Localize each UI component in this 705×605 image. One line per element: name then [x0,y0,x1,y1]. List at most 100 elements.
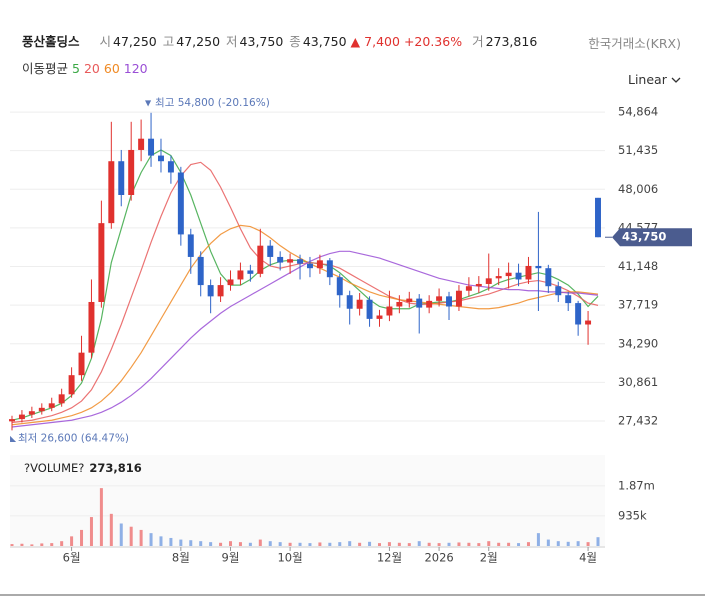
volume-bar [318,542,322,546]
volume-bar [60,541,64,546]
candle-body [237,270,244,280]
candle-body [128,149,135,195]
high-annotation: 최고 54,800 (-20.16%) [155,97,270,109]
candle-body [58,394,65,404]
candle-body [227,279,234,286]
ma-legend-title: 이동평균 [22,61,69,76]
candle-body [38,407,45,412]
candle-body [28,411,35,415]
candle-body [217,285,224,297]
candle-body [78,352,85,376]
volume-bar [199,541,203,546]
y-tick-label: 48,006 [618,182,658,196]
change-value: 7,400 [364,34,400,49]
volume-bar [129,526,133,546]
quote-label: 저 [226,34,238,49]
candle-body [108,161,115,224]
candle-body [386,306,393,316]
volume-bar [477,543,481,546]
current-price-label: 43,750 [622,230,666,244]
current-price-tag [612,228,692,247]
candle-body [267,245,274,257]
candle-body [68,375,75,395]
volume-bar [159,536,163,546]
candle-body [138,138,145,150]
volume-bar [497,542,501,546]
volume-bar [169,537,173,546]
volume-panel [10,455,605,546]
volume-bar [80,529,84,546]
high-marker: ▼ [145,98,152,107]
volume-bar [229,541,233,546]
low-marker: ◣ [10,434,17,443]
candle-body [177,172,184,235]
volume-title-name: ?VOLUME? [24,461,84,475]
ma-legend-item: 60 [103,61,120,76]
volume-title-value: 273,816 [89,461,141,475]
candle-body [257,245,264,274]
candle-body [475,283,482,287]
candle-body [336,277,343,296]
quote-label: 종 [289,34,301,49]
volume-bar [119,523,123,546]
x-tick-label: 12월 [377,551,402,565]
volume-bar [10,544,14,546]
candle-body [565,295,572,304]
volume-bar [139,529,143,546]
candle-body [197,256,204,286]
candle-body [555,286,562,296]
volume-bar [278,542,282,546]
volume-bar [507,542,511,546]
candle-body [465,286,472,291]
volume-bar [179,539,183,546]
y-tick-label: 41,148 [618,259,658,273]
y-tick-label: 27,432 [618,413,658,427]
quote-label: 고 [162,34,175,49]
quote-value: 47,250 [113,34,157,49]
y-tick-label: 34,290 [618,336,658,350]
volume-bar [348,541,352,546]
volume-bar [30,544,34,546]
candle-body [9,419,15,422]
candle-body [575,303,582,325]
volume-bar [189,540,193,546]
ma-legend: 이동평균 5 20 60 120 [22,58,148,77]
candle-body [495,276,502,279]
ma-legend-item: 5 [72,61,80,76]
candle-body [585,320,592,325]
volume-bar [487,541,491,546]
x-tick-label: 9월 [222,551,240,565]
quote-value: 47,250 [176,34,221,49]
candle-body [535,265,542,269]
change-percent: +20.36% [403,34,463,49]
candle-body [326,260,333,278]
x-tick-label: 8월 [172,551,190,565]
chevron [671,77,681,83]
candle-body [316,260,323,269]
volume-bar [457,542,461,546]
candle-body [595,197,601,238]
candle-body [455,290,462,307]
quote-label: 시 [99,34,112,49]
volume-bar [566,541,570,546]
candle-body [485,278,492,284]
volume-bar [517,543,521,546]
candle-body [346,295,353,309]
candle-body [187,234,194,257]
volume-bar [109,513,113,546]
x-tick-label: 6월 [63,551,81,565]
volume-bar [387,542,391,546]
volume-bar [526,542,530,546]
quote-value: 43,750 [302,34,347,49]
volume-bar [20,543,24,546]
ma-line [11,224,599,426]
scale-mode[interactable]: Linear [628,72,681,87]
volume-bar [209,542,213,546]
candle-body [247,270,254,274]
y-tick-label: 1.87m [618,478,655,492]
candle-body [356,299,363,309]
volume-bar [596,537,600,546]
volume-bar [219,542,223,546]
